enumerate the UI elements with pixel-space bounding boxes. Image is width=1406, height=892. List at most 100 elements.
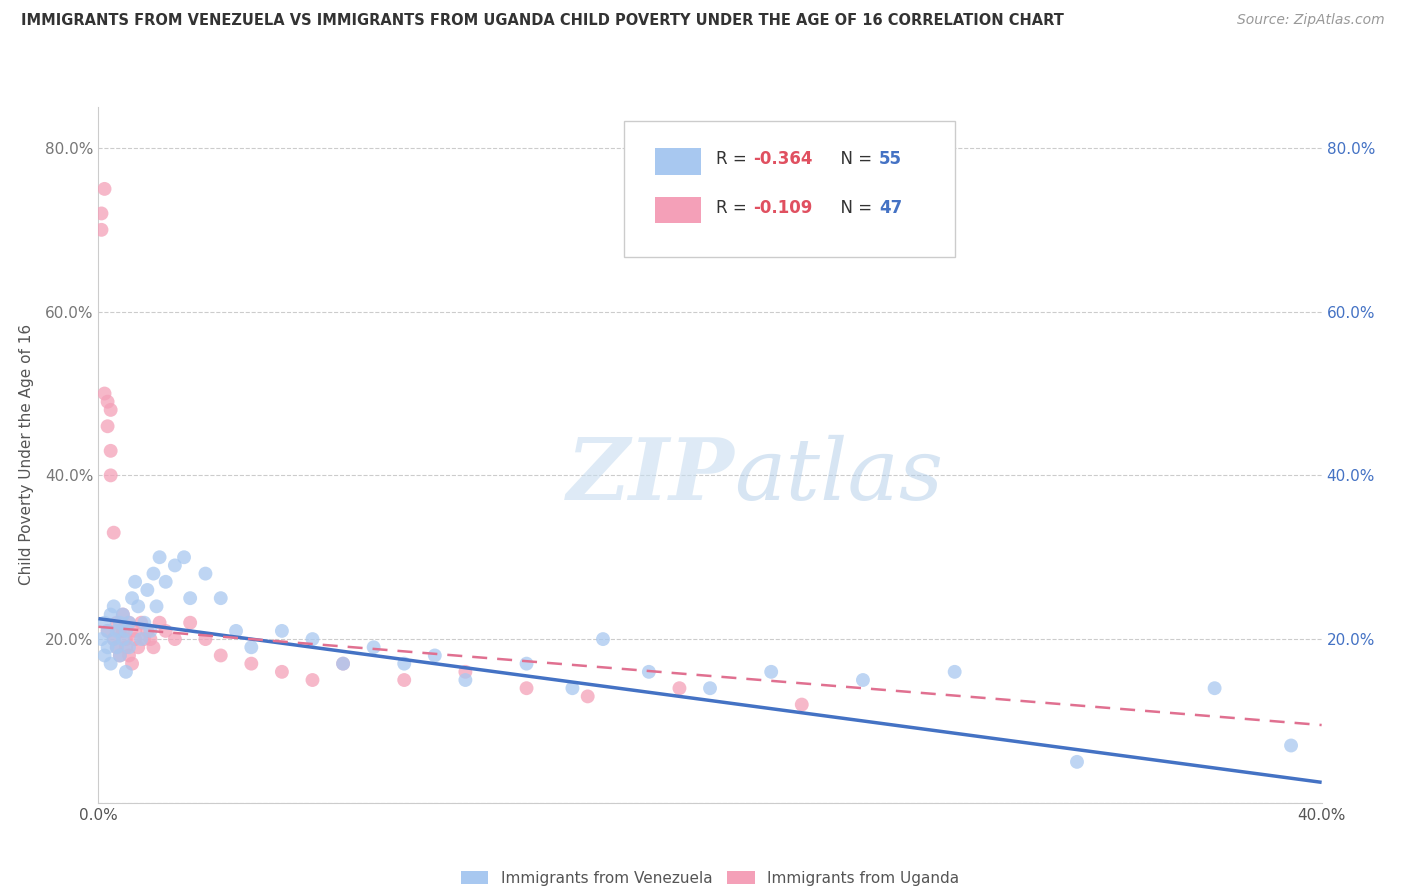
FancyBboxPatch shape [655, 148, 702, 175]
Point [115, 624, 138, 638]
Point [209, 648, 232, 663]
Point [105, 640, 128, 655]
Point [637, 665, 661, 679]
Point [194, 632, 217, 646]
Point [852, 673, 875, 687]
Point [100, 607, 122, 622]
Point [139, 624, 162, 638]
Point [118, 648, 141, 663]
Point [142, 640, 165, 655]
Point [93, 386, 115, 401]
Point [149, 550, 172, 565]
Point [332, 657, 354, 671]
Text: 55: 55 [879, 150, 901, 169]
Point [97, 640, 120, 655]
Point [93, 615, 115, 630]
Point [136, 582, 159, 597]
Point [90, 206, 112, 220]
Point [103, 632, 125, 646]
Point [142, 566, 165, 581]
Point [93, 648, 115, 663]
Point [145, 599, 167, 614]
Legend: Immigrants from Venezuela, Immigrants from Uganda: Immigrants from Venezuela, Immigrants fr… [461, 871, 959, 886]
Point [111, 632, 134, 646]
Point [103, 599, 125, 614]
Point [759, 665, 782, 679]
Point [163, 632, 186, 646]
Point [118, 615, 141, 630]
Point [129, 615, 152, 630]
Point [97, 624, 120, 638]
Point [108, 615, 131, 630]
Point [943, 665, 966, 679]
Point [100, 657, 122, 671]
Text: R =: R = [716, 150, 752, 169]
Point [163, 558, 186, 573]
Point [209, 591, 232, 606]
Point [790, 698, 813, 712]
Point [301, 673, 323, 687]
Point [155, 624, 177, 638]
Text: -0.109: -0.109 [752, 199, 813, 217]
Point [134, 632, 156, 646]
Point [270, 665, 292, 679]
Point [111, 607, 134, 622]
Point [392, 673, 416, 687]
Point [576, 690, 599, 704]
Point [134, 615, 156, 630]
Point [454, 673, 477, 687]
Text: N =: N = [830, 199, 877, 217]
Point [115, 665, 138, 679]
Point [124, 574, 146, 589]
Point [139, 632, 162, 646]
Point [454, 665, 477, 679]
Point [155, 574, 177, 589]
Text: N =: N = [830, 150, 877, 169]
Point [121, 591, 143, 606]
Point [115, 632, 138, 646]
Point [592, 632, 614, 646]
Point [423, 648, 446, 663]
Point [100, 403, 122, 417]
Y-axis label: Child Poverty Under the Age of 16: Child Poverty Under the Age of 16 [18, 325, 34, 585]
Point [149, 615, 172, 630]
Point [194, 566, 217, 581]
Point [1204, 681, 1226, 696]
Point [332, 657, 354, 671]
Point [121, 657, 143, 671]
Point [124, 632, 146, 646]
Point [108, 648, 131, 663]
Point [97, 419, 120, 434]
Point [105, 624, 128, 638]
Point [100, 443, 122, 458]
Point [363, 640, 385, 655]
Point [124, 624, 146, 638]
Point [93, 182, 115, 196]
Point [103, 525, 125, 540]
Point [179, 615, 201, 630]
Point [118, 640, 141, 655]
Text: Source: ZipAtlas.com: Source: ZipAtlas.com [1237, 13, 1385, 28]
Point [103, 632, 125, 646]
Text: ZIP: ZIP [567, 434, 734, 517]
Point [392, 657, 416, 671]
Point [108, 648, 131, 663]
Point [97, 624, 120, 638]
Point [225, 624, 247, 638]
Point [516, 657, 538, 671]
Point [270, 624, 292, 638]
Point [1279, 739, 1302, 753]
Point [108, 624, 131, 638]
Point [127, 599, 149, 614]
Text: -0.364: -0.364 [752, 150, 813, 169]
Point [173, 550, 195, 565]
Point [240, 657, 263, 671]
Point [301, 632, 323, 646]
Point [90, 223, 112, 237]
Point [100, 468, 122, 483]
FancyBboxPatch shape [624, 121, 955, 257]
Point [136, 624, 159, 638]
Point [105, 640, 128, 655]
Point [111, 607, 134, 622]
Point [127, 640, 149, 655]
